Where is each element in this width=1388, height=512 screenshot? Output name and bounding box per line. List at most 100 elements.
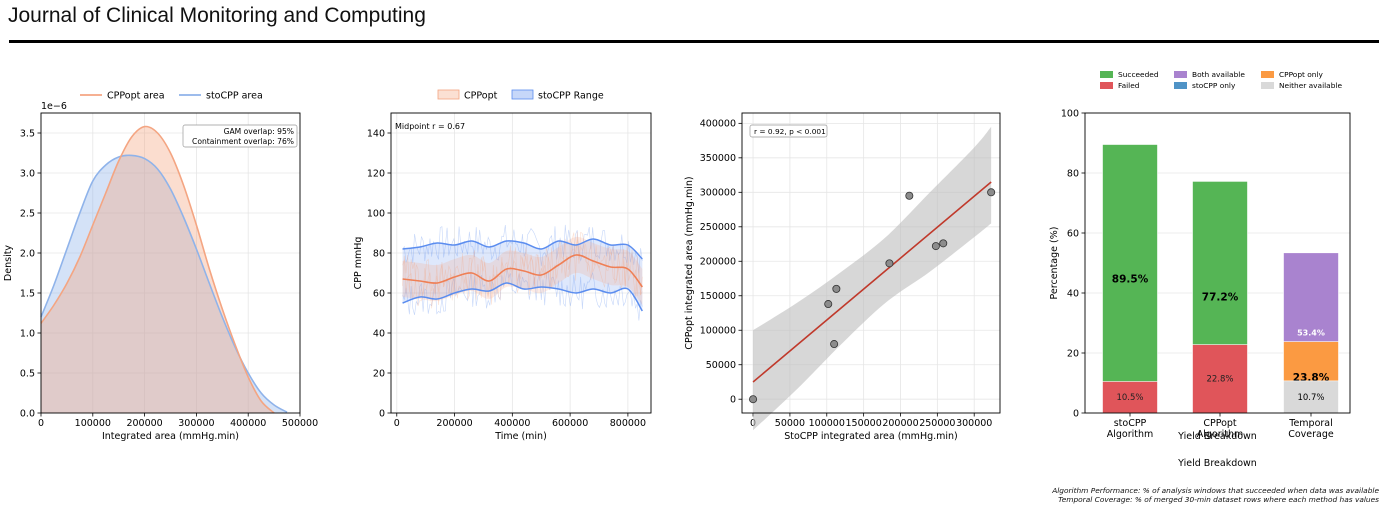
scatter-point xyxy=(749,395,758,404)
x-tick-label: 200000 xyxy=(882,418,918,429)
y-tick-label: 0 xyxy=(730,395,736,406)
y-axis-label: CPPopt integrated area (mmHg.min) xyxy=(684,176,695,349)
x-tick-label: 100000 xyxy=(809,418,845,429)
legend-swatch xyxy=(1174,82,1187,89)
scatter-point xyxy=(830,340,839,349)
category-label: Temporal xyxy=(1288,418,1333,429)
y-tick-label: 60 xyxy=(1067,228,1079,239)
y-tick-label: 0 xyxy=(379,408,385,419)
x-tick-label: 400000 xyxy=(494,418,530,429)
y-tick-label: 40 xyxy=(373,328,385,339)
y-tick-label: 300000 xyxy=(700,188,736,199)
y-tick-label: 40 xyxy=(1067,288,1079,299)
bar-value-label: 77.2% xyxy=(1202,292,1239,304)
y-tick-label: 120 xyxy=(367,168,385,179)
y-scale-label: 1e−6 xyxy=(41,101,67,112)
y-tick-label: 20 xyxy=(1067,348,1079,359)
legend: Succeeded Failed Both available stoCPP only… xyxy=(1100,70,1342,90)
scatter-point xyxy=(832,284,841,293)
header-rule xyxy=(9,40,1379,43)
legend-label: stoCPP Range xyxy=(538,91,604,102)
legend-label: Neither available xyxy=(1279,81,1342,90)
category-label: Algorithm xyxy=(1107,429,1154,440)
bar-value-label: 89.5% xyxy=(1112,273,1149,285)
bar-segment-neither-available xyxy=(1283,380,1339,414)
x-tick-label: 250000 xyxy=(919,418,955,429)
legend-label: stoCPP area xyxy=(206,91,263,102)
footnote-line-1: Algorithm Performance: % of analysis win… xyxy=(1052,486,1379,495)
x-tick-label: 400000 xyxy=(230,418,266,429)
legend-label: CPPopt xyxy=(464,91,498,102)
overlap-annotation: GAM overlap: 95%Containment overlap: 76% xyxy=(182,124,298,148)
plot-border xyxy=(1084,112,1351,414)
bar-segment-succeeded xyxy=(1102,144,1158,414)
legend-label: Succeeded xyxy=(1118,70,1159,79)
stocpp-upper-line xyxy=(402,238,643,260)
x-tick-label: 300000 xyxy=(178,418,214,429)
raw-signal-trace xyxy=(402,268,643,321)
bar-value-label: 10.5% xyxy=(1116,393,1143,403)
bar-value-label: 10.7% xyxy=(1297,393,1324,403)
journal-title: Journal of Clinical Monitoring and Compu… xyxy=(8,4,426,27)
legend-swatch xyxy=(437,89,460,100)
x-tick-label: 0 xyxy=(394,418,400,429)
raw-signal-trace xyxy=(402,224,643,274)
y-tick-label: 2.0 xyxy=(20,248,35,259)
category-label: CPPopt xyxy=(1203,418,1237,429)
midpoint-annotation: Midpoint r = 0.67 xyxy=(395,122,465,131)
legend-label: CPPopt area xyxy=(107,91,165,102)
legend-label: stoCPP only xyxy=(1192,81,1236,90)
y-tick-label: 140 xyxy=(367,128,385,139)
y-tick-label: 200000 xyxy=(700,257,736,268)
y-tick-label: 80 xyxy=(1067,168,1079,179)
legend: CPPopt stoCPP Range xyxy=(437,89,604,102)
x-axis-label: StoCPP integrated area (mmHg.min) xyxy=(784,431,958,442)
y-tick-label: 1.0 xyxy=(20,328,35,339)
y-tick-label: 20 xyxy=(373,368,385,379)
raw-signal-trace xyxy=(402,239,643,298)
x-tick-label: 800000 xyxy=(610,418,646,429)
plot-border xyxy=(40,112,301,414)
x-tick-label: 0 xyxy=(38,418,44,429)
y-tick-label: 60 xyxy=(373,288,385,299)
y-tick-label: 0.0 xyxy=(20,408,35,419)
x-tick-label: 100000 xyxy=(75,418,111,429)
scatter-point xyxy=(905,191,914,200)
legend-swatch xyxy=(1100,82,1113,89)
y-tick-label: 50000 xyxy=(706,360,736,371)
y-tick-label: 0 xyxy=(1073,408,1079,419)
raw-signal-trace xyxy=(402,231,643,309)
density-line-cppopt xyxy=(40,125,275,414)
legend-label: Both available xyxy=(1192,70,1245,79)
regression-line xyxy=(752,181,992,383)
annotation-line: Containment overlap: 76% xyxy=(192,137,294,146)
x-tick-label: 300000 xyxy=(956,418,992,429)
scatter-point xyxy=(939,239,948,248)
axes: 0 100000 200000 300000 400000 500000 0.0 0.5 1.0… xyxy=(3,113,318,442)
axes: 0 200000 400000 600000 800000 0 20 40 60 80 100 120… xyxy=(353,113,651,442)
y-tick-label: 80 xyxy=(373,248,385,259)
annotation-box xyxy=(182,124,298,148)
y-tick-label: 2.5 xyxy=(20,208,35,219)
category-label: Algorithm xyxy=(1197,429,1244,440)
y-axis-label: CPP mmHg xyxy=(353,237,364,290)
y-tick-label: 100000 xyxy=(700,326,736,337)
y-tick-label: 3.0 xyxy=(20,168,35,179)
legend-label: Failed xyxy=(1118,81,1140,90)
correlation-annotation: r = 0.92, p < 0.001 xyxy=(749,124,828,138)
scatter-point xyxy=(987,188,996,197)
scatter-point xyxy=(885,259,894,268)
bar-value-label: 53.4% xyxy=(1297,329,1325,338)
plot-border xyxy=(741,112,1001,414)
plot-border xyxy=(390,112,652,414)
y-tick-label: 100 xyxy=(367,208,385,219)
x-tick-label: 150000 xyxy=(845,418,881,429)
y-tick-label: 400000 xyxy=(700,119,736,130)
legend: CPPopt area stoCPP area xyxy=(80,91,263,102)
annotation-box xyxy=(749,124,828,138)
y-axis-label: Percentage (%) xyxy=(1049,227,1060,300)
